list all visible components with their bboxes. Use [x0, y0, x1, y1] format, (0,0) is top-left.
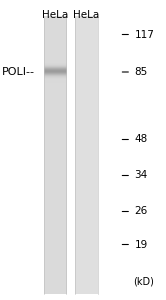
Text: 34: 34: [134, 170, 148, 181]
Text: 117: 117: [134, 29, 154, 40]
Text: HeLa: HeLa: [42, 11, 68, 20]
Text: 48: 48: [134, 134, 148, 145]
Text: 19: 19: [134, 239, 148, 250]
Text: POLI--: POLI--: [2, 67, 35, 77]
Text: 26: 26: [134, 206, 148, 217]
Text: 85: 85: [134, 67, 148, 77]
Text: HeLa: HeLa: [73, 11, 99, 20]
Text: (kD): (kD): [133, 277, 154, 287]
